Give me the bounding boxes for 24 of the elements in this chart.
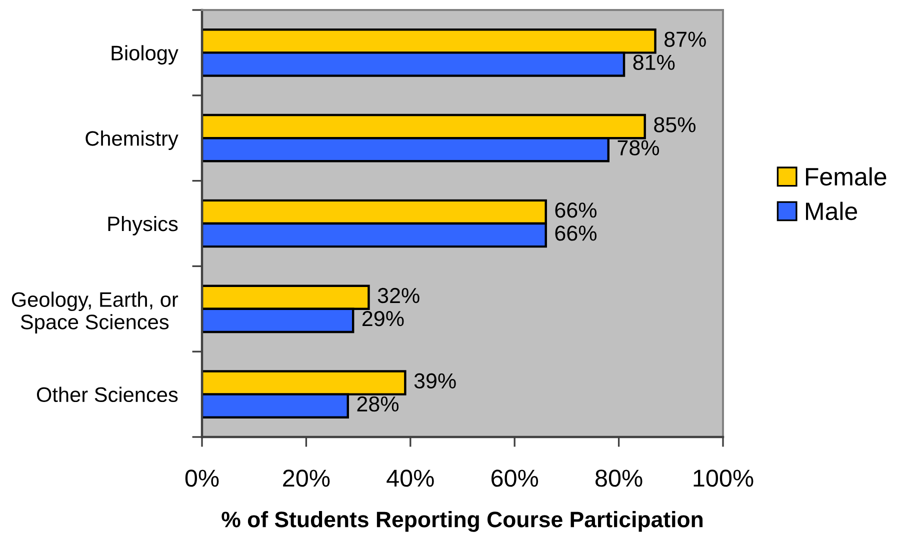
x-tick-label: 80% <box>596 470 642 487</box>
data-label: 81% <box>633 54 675 70</box>
x-tick-label: 20% <box>283 470 330 487</box>
y-tick-label: Other Sciences <box>36 386 178 402</box>
data-label: 28% <box>357 396 399 412</box>
y-tick-label: Biology <box>112 45 178 65</box>
data-label: 29% <box>362 310 404 326</box>
data-label: 66% <box>555 202 597 218</box>
x-tick-label: 100% <box>694 470 754 487</box>
legend-label: Male <box>806 202 858 220</box>
data-label: 85% <box>654 117 696 132</box>
y-tick-label: Chemistry <box>86 130 178 150</box>
x-tick-label: 60% <box>492 470 538 487</box>
legend-label: Female <box>806 167 886 186</box>
y-tick-label: Geology, Earth, or Space Sciences <box>12 292 178 334</box>
x-tick-label: 0% <box>185 470 219 487</box>
data-label: 39% <box>414 373 456 389</box>
y-tick-label: Physics <box>108 216 178 236</box>
data-label: 78% <box>618 140 660 156</box>
data-label: 32% <box>378 288 420 304</box>
data-label: 66% <box>555 226 597 241</box>
x-tick-label: 40% <box>386 470 434 487</box>
data-label: 87% <box>664 32 706 47</box>
x-axis-title: % of Students Reporting Course Participation <box>222 511 703 532</box>
